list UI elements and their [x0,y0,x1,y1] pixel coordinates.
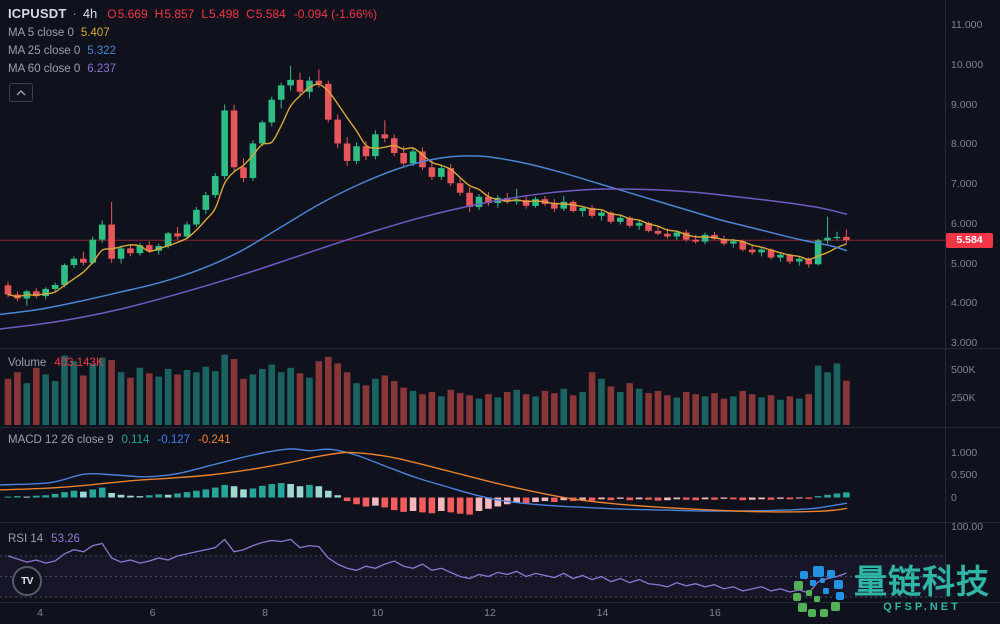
time-axis-label: 16 [709,607,721,619]
volume-axis-label: 500K [951,364,976,376]
volume-axis-label: 250K [951,391,976,404]
symbol-separator: · [72,6,77,21]
volume-legend-row[interactable]: Volume 403.143K [8,357,104,369]
ma5-legend-row[interactable]: MA 5 close 0 5.407 [8,27,377,39]
collapse-pane-button[interactable] [9,83,33,102]
macd-label: MACD 12 26 close 9 [8,434,114,446]
last-price-text: 5.584 [956,234,983,247]
tradingview-logo-glyph: TV [21,575,33,587]
chevron-up-icon [16,89,26,95]
price-axis-label: 5.000 [951,257,978,270]
macd-line-value: -0.127 [157,434,191,446]
open-value: O 5.669 [107,7,148,21]
rsi-label: RSI 14 [8,533,44,545]
change-value: -0.094 (-1.66%) [293,7,378,21]
last-price-badge: 5.584 [946,232,993,248]
time-axis-label: 6 [149,607,156,619]
macd-legend-row[interactable]: MACD 12 26 close 9 0.114 -0.127 -0.241 [8,434,231,446]
high-value: H 5.857 [154,7,195,21]
rsi-axis-label: 100.00 [951,521,984,533]
close-value: C 5.584 [246,7,286,21]
macd-signal-value: -0.241 [198,434,231,446]
time-axis-label: 14 [596,607,609,619]
price-axis-label: 8.000 [951,138,978,151]
price-axis-label: 3.000 [951,337,978,349]
ma25-legend-row[interactable]: MA 25 close 0 5.322 [8,45,377,57]
symbol-name[interactable]: ICPUSDT [8,6,67,21]
ma25-label: MA 25 close 0 [8,45,81,57]
ma60-label: MA 60 close 0 [8,63,81,75]
macd-hist-value: 0.114 [121,434,150,446]
price-axis-label: 4.000 [951,297,978,310]
indicator-legend: ICPUSDT · 4h O 5.669 H 5.857 L 5.498 C 5.584… [8,6,377,75]
watermark-domain: QFSP.NET [883,601,961,614]
time-axis-label: 4 [37,607,43,619]
ma25-value: 5.322 [87,45,117,57]
volume-label: Volume [8,357,47,369]
price-axis-label: 11.000 [951,19,983,31]
ma60-legend-row[interactable]: MA 60 close 0 6.237 [8,63,377,75]
low-value: L 5.498 [201,7,240,21]
time-axis-label: 8 [262,607,268,619]
symbol-row: ICPUSDT · 4h O 5.669 H 5.857 L 5.498 C 5.584… [8,6,377,21]
rsi-legend-row[interactable]: RSI 14 53.26 [8,533,80,545]
macd-axis-label: 0.500 [951,469,978,481]
price-axis-label: 6.000 [951,217,978,230]
ma5-value: 5.407 [80,27,110,39]
time-axis-label: 12 [484,607,496,619]
rsi-value: 53.26 [51,533,80,545]
price-axis-label: 9.000 [951,98,978,111]
price-axis-label: 10.000 [951,58,984,71]
watermark-brand: 量链科技 [854,563,990,600]
time-axis-label: 10 [371,607,384,619]
qfsp-logo-icon [793,566,844,617]
macd-axis-label: 0 [951,491,957,504]
ma5-label: MA 5 close 0 [8,27,74,39]
brand-watermark: 量链科技 QFSP.NET [792,563,990,620]
ma60-value: 6.237 [87,63,117,75]
ohlc-values: O 5.669 H 5.857 L 5.498 C 5.584 [107,7,286,21]
macd-axis-label: 1.000 [951,446,978,459]
interval-label[interactable]: 4h [82,6,98,21]
price-axis-label: 7.000 [951,178,978,190]
watermark-text: 量链科技 QFSP.NET [854,563,990,614]
volume-value: 403.143K [54,357,104,369]
tradingview-logo[interactable]: TV [12,566,42,596]
